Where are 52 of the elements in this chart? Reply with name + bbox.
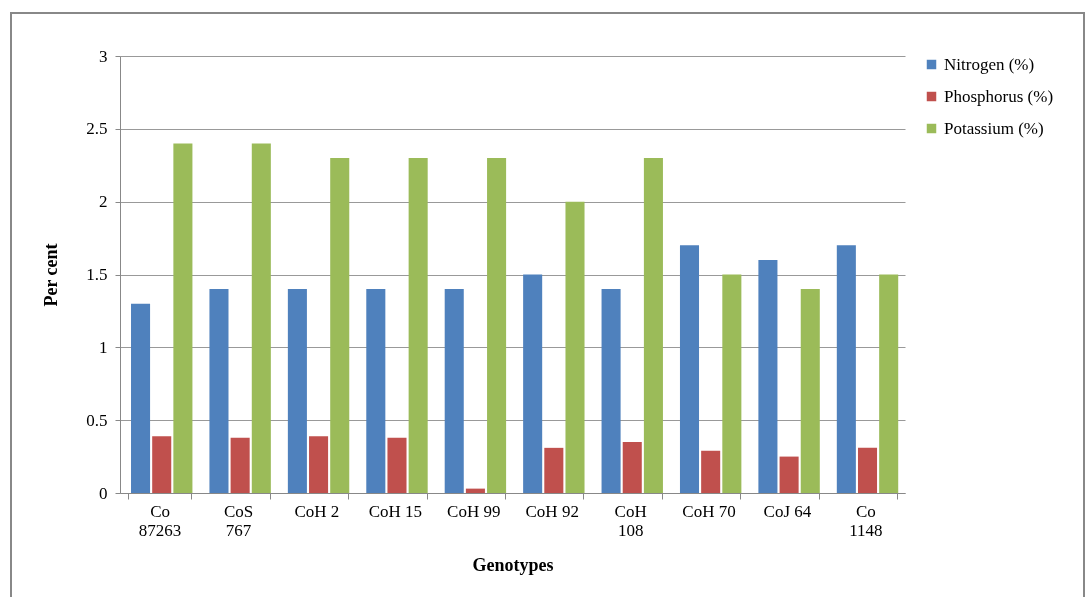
bar	[679, 245, 700, 493]
bar	[152, 436, 172, 493]
bar	[643, 157, 663, 493]
bar	[779, 456, 799, 493]
x-tick-label: CoH 92	[525, 501, 579, 521]
legend-label: Potassium (%)	[944, 118, 1044, 138]
legend-label: Nitrogen (%)	[944, 54, 1035, 74]
bar	[209, 289, 229, 493]
bar	[722, 274, 742, 493]
bar	[701, 450, 721, 493]
y-tick-label: 1.5	[86, 265, 108, 284]
bar	[251, 143, 271, 493]
bar	[544, 447, 564, 493]
legend-label: Phosphorus (%)	[944, 86, 1054, 106]
bar	[857, 447, 878, 493]
x-axis-title: Genotypes	[472, 554, 554, 575]
y-tick-label: 2.5	[86, 119, 108, 139]
bar	[173, 143, 193, 493]
bar	[487, 157, 507, 493]
x-tick-label: Co 87263	[138, 501, 182, 540]
bar	[601, 289, 621, 493]
y-axis-title: Per cent	[41, 243, 62, 307]
bar	[800, 289, 820, 493]
x-tick-label: CoJ 64	[763, 501, 812, 521]
bar	[523, 274, 543, 493]
bar	[309, 436, 329, 493]
x-tick-label: CoH 70	[682, 501, 736, 521]
x-tick-label: CoH 2	[294, 501, 340, 521]
y-tick-label: 3	[99, 46, 108, 66]
bar	[758, 259, 778, 493]
x-tick-label: CoH 15	[368, 501, 423, 521]
bar	[836, 245, 856, 493]
y-tick-label: 0	[99, 483, 108, 503]
x-tick-label: CoS 767	[223, 501, 254, 540]
bar	[387, 437, 407, 493]
x-tick-label: CoH 108	[614, 501, 647, 540]
bar	[366, 289, 386, 493]
y-tick-label: 1	[99, 337, 108, 357]
bar	[287, 289, 307, 493]
bar	[330, 157, 350, 493]
x-tick-label: CoH 99	[447, 501, 501, 521]
bar	[408, 157, 428, 493]
bar	[230, 437, 250, 493]
y-tick-label: 2	[99, 192, 108, 212]
bar	[622, 442, 642, 493]
bar	[565, 201, 585, 493]
bar	[465, 488, 485, 493]
y-tick-label: 0.5	[86, 410, 108, 430]
x-tick-label: Co 1148	[849, 501, 883, 540]
bar	[879, 274, 899, 493]
bar	[131, 303, 151, 493]
bar	[444, 289, 464, 493]
